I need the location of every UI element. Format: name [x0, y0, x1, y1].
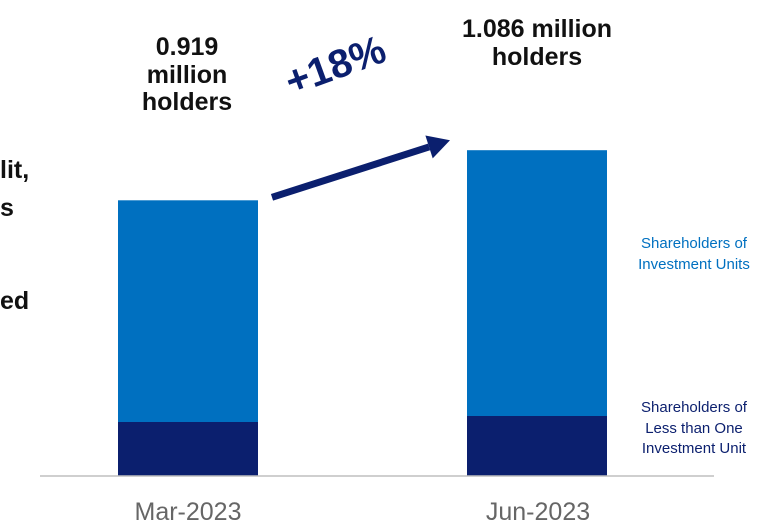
total-label-mar-2023: 0.919 million holders	[92, 33, 282, 117]
legend-less-than-one-unit: Shareholders of Less than One Investment…	[612, 398, 776, 460]
bar-mar-2023-series-2	[118, 200, 258, 422]
total-label-jun-line-1: 1.086 million	[461, 15, 613, 43]
legend-investment-units: Shareholders of Investment Units	[612, 234, 776, 275]
x-tick-jun-2023: Jun-2023	[485, 498, 591, 526]
total-label-jun-line-2: holders	[491, 42, 583, 71]
growth-arrow-head	[425, 135, 450, 159]
total-label-mar-line-2: million	[146, 60, 228, 89]
left-text-fragment-3: ed	[0, 287, 30, 315]
total-label-mar-line-1: 0.919	[155, 33, 219, 61]
left-text-fragment-2: s	[0, 194, 14, 222]
bar-jun-2023-series-1	[467, 416, 607, 476]
x-tick-mar-2023: Mar-2023	[134, 498, 242, 526]
legend-less-than-one-line-2: Less than One	[645, 419, 743, 437]
legend-less-than-one-line-3: Investment Unit	[641, 440, 747, 458]
growth-arrow-shaft	[270, 143, 431, 201]
legend-less-than-one-line-1: Shareholders of	[641, 399, 747, 416]
growth-annotation: +18%	[279, 27, 391, 104]
bar-mar-2023-series-1	[118, 422, 258, 476]
legend-investment-units-line-1: Shareholders of	[641, 235, 747, 252]
legend-investment-units-line-2: Investment Units	[638, 255, 750, 273]
bar-jun-2023-series-2	[467, 150, 607, 416]
total-label-jun-2023: 1.086 million holders	[432, 15, 642, 71]
left-text-fragment-1: lit,	[0, 156, 30, 184]
total-label-mar-line-3: holders	[141, 88, 233, 116]
